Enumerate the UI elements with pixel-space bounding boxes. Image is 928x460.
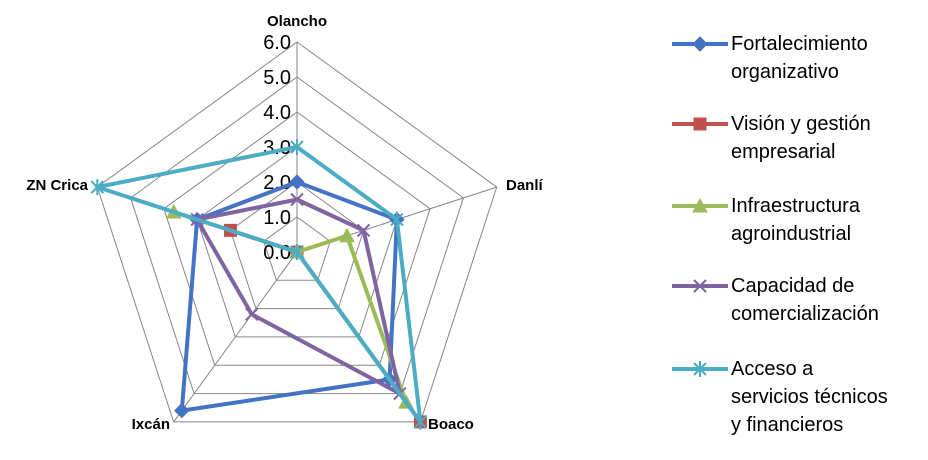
- legend-marker: [693, 117, 707, 131]
- series-line: [195, 197, 402, 396]
- series-acceso-a-servicios-tecnicos-y-financieros: [90, 139, 428, 430]
- data-point: [245, 307, 259, 322]
- category-label-danli: Danlí: [506, 177, 544, 194]
- series-layer: [90, 139, 428, 430]
- legend-item-vision-y-gestion-empresarial: Visión y gestión empresarial: [672, 113, 871, 163]
- grid-spoke: [173, 251, 298, 423]
- data-point: [290, 192, 304, 207]
- grid-ring: [163, 111, 431, 366]
- tick-label-layer: 0.01.02.03.04.05.06.0: [263, 32, 291, 264]
- legend-marker: [693, 279, 707, 293]
- legend-label: Fortalecimiento: [731, 33, 868, 55]
- data-point: [413, 413, 428, 430]
- legend-label: Infraestructura: [731, 195, 861, 217]
- tick-label: 6.0: [263, 32, 291, 54]
- legend-item-capacidad-de-comercializacion: Capacidad de comercialización: [672, 275, 879, 325]
- legend-marker: [692, 197, 708, 213]
- legend-label: y financieros: [731, 414, 843, 436]
- data-point: [390, 211, 404, 228]
- tick-label: 1.0: [263, 207, 291, 229]
- category-label-layer: Olancho Danlí Boaco Ixcán ZN Crica: [26, 13, 543, 433]
- legend-label: agroindustrial: [731, 223, 851, 245]
- grid-ring: [263, 216, 331, 281]
- category-label-zn-crica: ZN Crica: [26, 177, 88, 194]
- legend-label: organizativo: [731, 61, 839, 83]
- data-point: [174, 402, 190, 419]
- category-label-olancho: Olancho: [267, 13, 327, 30]
- legend-marker: [693, 361, 707, 377]
- legend-label: empresarial: [731, 141, 835, 163]
- legend-marker: [692, 36, 708, 52]
- tick-label: 5.0: [263, 67, 291, 89]
- series-capacidad-de-comercializacion: [190, 192, 407, 401]
- grid-ring: [229, 181, 365, 310]
- category-label-ixcan: Ixcán: [132, 416, 170, 433]
- legend: Fortalecimiento organizativo Visión y gest…: [672, 33, 888, 436]
- legend-label: Capacidad de: [731, 275, 854, 297]
- legend-label: Visión y gestión: [731, 113, 871, 135]
- data-point: [339, 227, 355, 243]
- data-point: [289, 174, 305, 190]
- data-point: [290, 139, 304, 155]
- legend-item-infraestructura-agroindustrial: Infraestructura agroindustrial: [672, 195, 861, 245]
- legend-item-acceso-a-servicios-tecnicos-y-financieros: Acceso a servicios técnicos y financieros: [672, 358, 888, 436]
- grid-ring: [96, 41, 498, 423]
- legend-label: Acceso a: [731, 358, 814, 380]
- data-point: [356, 223, 371, 238]
- series-infraestructura-agroindustrial: [166, 203, 414, 409]
- grid-layer: [96, 41, 498, 423]
- legend-label: servicios técnicos: [731, 386, 888, 408]
- data-point: [290, 244, 304, 260]
- series-line: [179, 180, 399, 413]
- tick-label: 4.0: [263, 102, 291, 124]
- data-point: [90, 179, 104, 196]
- series-line: [95, 145, 423, 424]
- category-label-boaco: Boaco: [428, 416, 474, 433]
- legend-label: comercialización: [731, 303, 879, 325]
- legend-item-fortalecimiento-organizativo: Fortalecimiento organizativo: [672, 33, 868, 83]
